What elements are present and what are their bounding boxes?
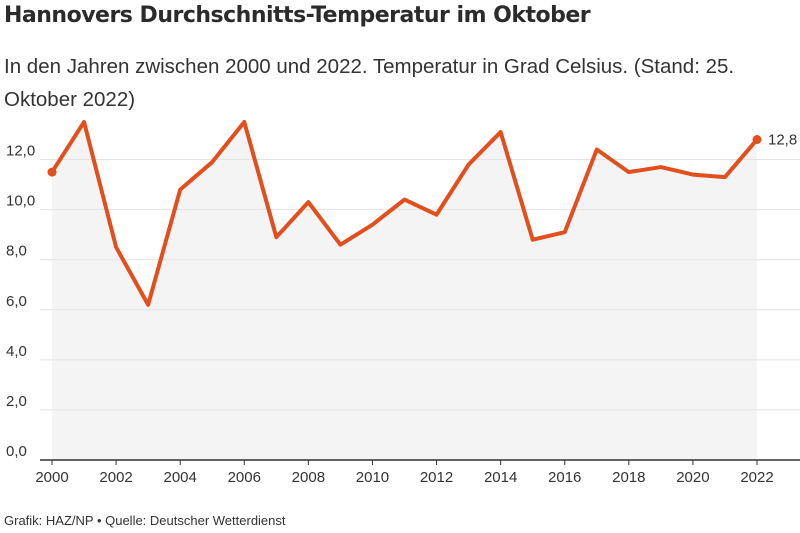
data-point (274, 235, 278, 239)
data-point (306, 200, 310, 204)
x-tick-label: 2000 (35, 469, 68, 486)
y-tick-label: 4,0 (6, 343, 27, 360)
data-point (627, 170, 631, 174)
data-point (47, 167, 57, 177)
data-point (146, 303, 150, 307)
x-tick-label: 2008 (292, 469, 325, 486)
data-point (403, 198, 407, 202)
temperature-line (50, 120, 759, 307)
x-tick-label: 2016 (548, 469, 581, 486)
y-tick-label: 12,0 (6, 143, 35, 160)
x-tick-label: 2012 (420, 469, 453, 486)
data-point (242, 120, 246, 124)
y-tick-label: 8,0 (6, 243, 27, 260)
data-label-end: 12,8 (768, 132, 797, 149)
x-tick-label: 2010 (356, 469, 389, 486)
y-tick-label: 6,0 (6, 293, 27, 310)
data-point (210, 160, 214, 164)
data-point (467, 163, 471, 167)
x-tick-label: 2006 (228, 469, 261, 486)
data-point (114, 245, 118, 249)
data-point (563, 230, 567, 234)
data-point (659, 165, 663, 169)
x-tick-label: 2022 (740, 469, 773, 486)
y-tick-label: 0,0 (6, 443, 27, 460)
data-point (370, 223, 374, 227)
data-point (338, 243, 342, 247)
x-tick-label: 2018 (612, 469, 645, 486)
y-tick-label: 10,0 (6, 193, 35, 210)
x-tick-label: 2020 (676, 469, 709, 486)
y-tick-label: 2,0 (6, 393, 27, 410)
data-point (723, 175, 727, 179)
data-point (82, 120, 86, 124)
data-point (691, 173, 695, 177)
data-point (499, 130, 503, 134)
chart-title: Hannovers Durchschnitts-Temperatur im Ok… (4, 3, 591, 28)
data-point (178, 188, 182, 192)
x-tick-label: 2014 (484, 469, 517, 486)
source-credit: Grafik: HAZ/NP • Quelle: Deutscher Wette… (4, 513, 286, 528)
data-point (595, 148, 599, 152)
data-point (752, 135, 762, 145)
data-point (531, 238, 535, 242)
data-point (435, 213, 439, 217)
x-tick-label: 2002 (99, 469, 132, 486)
chart-subtitle: In den Jahren zwischen 2000 und 2022. Te… (4, 55, 735, 111)
area-fill (52, 122, 757, 460)
x-tick-label: 2004 (163, 469, 196, 486)
